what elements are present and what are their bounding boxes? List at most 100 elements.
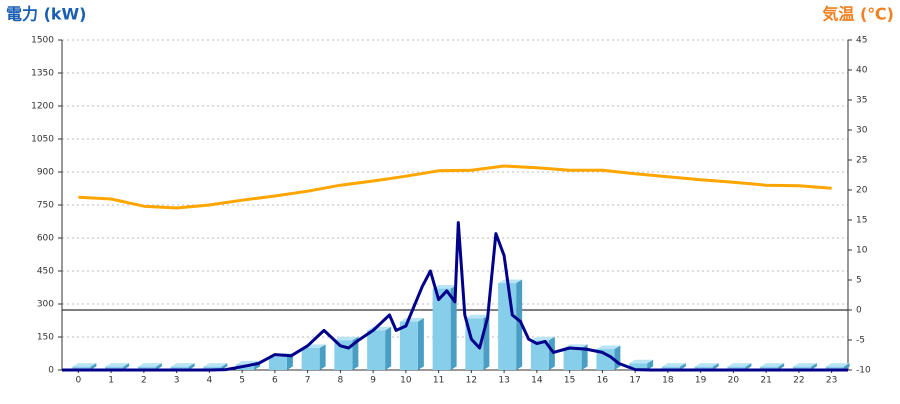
bar	[727, 366, 746, 370]
bar	[203, 366, 222, 370]
bar-side	[548, 336, 555, 370]
bar-top	[530, 336, 555, 341]
bar-side	[188, 363, 195, 370]
bar-side	[647, 359, 654, 370]
bar	[792, 366, 811, 370]
y2-tick-label: 20	[856, 186, 868, 196]
bar-side	[810, 363, 817, 370]
bar-side	[516, 279, 523, 370]
bar-top	[661, 363, 686, 367]
y-tick-label: 750	[37, 201, 54, 211]
bar	[629, 363, 648, 370]
x-tick-label: 2	[141, 376, 147, 386]
x-tick-label: 6	[272, 376, 278, 386]
bar-top	[792, 363, 817, 367]
bar-side	[679, 363, 686, 370]
temperature-line	[78, 164, 832, 210]
y-tick-label: 1200	[31, 102, 54, 112]
bar-side	[385, 326, 392, 370]
bar-top	[760, 363, 785, 367]
y2-tick-label: -10	[856, 366, 871, 376]
x-tick-label: 12	[466, 376, 477, 386]
y-tick-label: 600	[37, 234, 54, 244]
y-tick-label: 1500	[31, 36, 54, 46]
x-tick-label: 7	[305, 376, 311, 386]
y-tick-label: 0	[48, 366, 54, 376]
y-tick-label: 300	[37, 300, 54, 310]
y2-axis-title: 気温 (℃)	[822, 5, 894, 24]
bar	[301, 348, 320, 370]
bar-side	[286, 353, 293, 370]
y-tick-label: 1350	[31, 69, 54, 79]
bar	[268, 356, 287, 370]
x-tick-label: 22	[793, 376, 804, 386]
bar-side	[123, 363, 130, 370]
bar	[334, 340, 353, 370]
bar-side	[843, 363, 850, 370]
bar-top	[72, 363, 97, 367]
bar-top	[596, 345, 621, 350]
x-tick-label: 15	[564, 376, 575, 386]
bar-top	[203, 363, 228, 367]
bar-top	[465, 314, 490, 319]
x-tick-label: 3	[174, 376, 180, 386]
x-tick-label: 8	[338, 376, 344, 386]
bar-top	[170, 363, 195, 367]
bar-top	[498, 279, 523, 284]
y2-tick-label: 45	[856, 36, 867, 46]
x-tick-label: 19	[695, 376, 707, 386]
bar	[105, 366, 124, 370]
x-tick-label: 0	[76, 376, 82, 386]
y2-tick-label: 15	[856, 216, 867, 226]
bar	[399, 321, 418, 370]
x-tick-label: 23	[826, 376, 837, 386]
y-axis-title: 電力 (kW)	[6, 5, 87, 24]
y-tick-label: 900	[37, 168, 54, 178]
y2-tick-label: 5	[856, 276, 862, 286]
bar	[825, 366, 844, 370]
y-tick-label: 1050	[31, 135, 54, 145]
x-tick-label: 21	[760, 376, 771, 386]
bar-top	[105, 363, 130, 367]
x-tick-label: 11	[433, 376, 444, 386]
bar	[498, 283, 517, 370]
bar	[694, 366, 713, 370]
bar	[530, 340, 549, 370]
bar	[432, 288, 451, 370]
x-tick-label: 16	[597, 376, 609, 386]
bar-top	[432, 285, 457, 289]
bar-side	[614, 345, 621, 370]
x-tick-label: 18	[662, 376, 674, 386]
bar-side	[155, 363, 162, 370]
y2-tick-label: 40	[856, 66, 868, 76]
bar-top	[399, 318, 424, 322]
bar	[367, 330, 386, 370]
x-tick-label: 4	[207, 376, 213, 386]
x-tick-label: 17	[629, 376, 640, 386]
y-tick-label: 150	[37, 333, 54, 343]
bar-side	[745, 363, 752, 370]
x-tick-label: 9	[370, 376, 376, 386]
y2-tick-label: 30	[856, 126, 868, 136]
bar-top	[727, 363, 752, 367]
bar-top	[137, 363, 162, 367]
x-tick-label: 20	[728, 376, 740, 386]
y-tick-label: 450	[37, 267, 54, 277]
x-tick-label: 5	[239, 376, 245, 386]
bar-top	[825, 363, 850, 367]
y2-tick-label: 10	[856, 246, 868, 256]
bar	[596, 349, 615, 370]
x-tick-label: 14	[531, 376, 543, 386]
bar-top	[694, 363, 719, 367]
bar-side	[90, 363, 97, 370]
bar	[563, 348, 582, 370]
bar	[661, 366, 680, 370]
y2-tick-label: 25	[856, 156, 867, 166]
y2-tick-label: -5	[856, 336, 865, 346]
bar-side	[417, 318, 424, 370]
x-tick-label: 13	[498, 376, 509, 386]
bar-side	[319, 344, 326, 370]
bar-top	[629, 359, 654, 364]
bar-side	[450, 285, 457, 370]
